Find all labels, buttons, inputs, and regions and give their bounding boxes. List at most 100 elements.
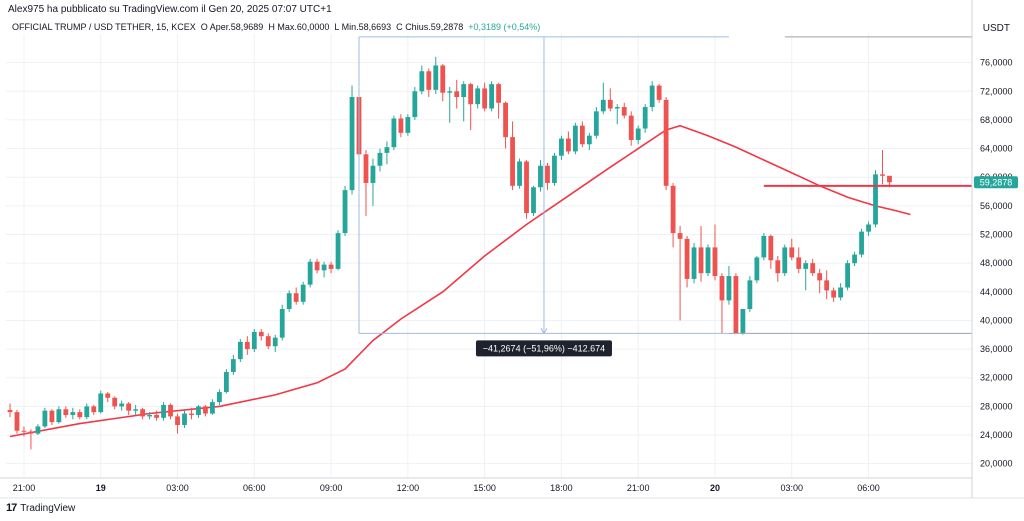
x-tick-label: 03:00 xyxy=(166,483,189,493)
candle-body xyxy=(419,71,425,92)
candle-body xyxy=(119,403,125,407)
candle-body xyxy=(426,71,432,90)
candle-body xyxy=(642,107,648,129)
open-label: O xyxy=(200,22,208,32)
high-value: Max.60,0000 xyxy=(277,22,330,32)
candle-body xyxy=(698,247,704,274)
candle-body xyxy=(244,341,250,350)
moving-average xyxy=(9,124,911,438)
candle-body xyxy=(321,264,327,271)
candle-body xyxy=(670,185,676,234)
x-tick-label: 06:00 xyxy=(243,483,266,493)
candle-body xyxy=(112,397,118,407)
low-value: Min.58,6693 xyxy=(341,22,392,32)
candle-body xyxy=(796,257,802,269)
x-tick-label: 19 xyxy=(96,483,106,493)
high-label: H xyxy=(268,22,275,32)
candle-body xyxy=(866,224,871,232)
y-tick-label: 48,0000 xyxy=(980,258,1013,268)
y-tick-label: 56,0000 xyxy=(980,201,1013,211)
candle-body xyxy=(677,233,683,239)
candle-body xyxy=(824,280,830,291)
y-tick-label: 40,0000 xyxy=(980,315,1013,325)
candle-body xyxy=(712,247,718,277)
last-price-badge xyxy=(974,176,1018,189)
candle-body xyxy=(35,426,41,434)
candle-body xyxy=(440,65,446,93)
candle-body xyxy=(237,341,243,360)
candle-body xyxy=(559,138,564,156)
candle-body xyxy=(810,263,816,274)
x-tick-label: 09:00 xyxy=(320,483,343,493)
candle-body xyxy=(363,154,369,183)
candle-body xyxy=(475,88,481,105)
candle-body xyxy=(761,235,767,258)
candle-body xyxy=(154,414,159,418)
candle-body xyxy=(314,261,320,271)
candle-body xyxy=(405,117,411,133)
candle-body xyxy=(300,284,306,302)
candle-body xyxy=(524,161,529,214)
candle-body xyxy=(593,111,599,136)
x-tick-label: 12:00 xyxy=(397,483,420,493)
x-tick-label: 21:00 xyxy=(13,483,36,493)
candle-body xyxy=(517,161,522,186)
candle-body xyxy=(56,409,62,423)
candle-body xyxy=(182,413,187,426)
candle-body xyxy=(377,152,383,166)
candle-body xyxy=(391,118,397,148)
candle-body xyxy=(621,107,627,116)
candle-body xyxy=(845,263,850,288)
symbol-name[interactable]: OFFICIAL TRUMP / USD TETHER, 15, KCEX xyxy=(12,22,196,32)
close-label: C xyxy=(396,22,403,32)
candle-body xyxy=(370,165,376,183)
symbol-legend: OFFICIAL TRUMP / USD TETHER, 15, KCEX O … xyxy=(12,22,540,32)
candle-body xyxy=(887,175,892,183)
candle-body xyxy=(133,409,139,411)
candle-body xyxy=(719,276,725,301)
candle-body xyxy=(91,406,97,413)
candle-body xyxy=(217,392,222,403)
candle-body xyxy=(510,137,515,186)
candle-body xyxy=(251,331,257,350)
candle-body xyxy=(852,254,857,264)
candle-body xyxy=(768,235,774,261)
candle-body xyxy=(586,135,592,145)
y-tick-label: 32,0000 xyxy=(980,373,1013,383)
candle-body xyxy=(384,147,390,153)
candle-body xyxy=(600,99,606,112)
change-value: +0,3189 (+0,54%) xyxy=(468,22,541,32)
candle-body xyxy=(468,84,474,105)
candle-body xyxy=(203,406,208,414)
ma-line xyxy=(9,124,911,438)
candle-body xyxy=(684,238,690,279)
candle-body xyxy=(42,410,48,427)
candle-body xyxy=(7,409,13,413)
y-tick-label: 24,0000 xyxy=(980,430,1013,440)
candle-body xyxy=(265,336,271,347)
low-label: L xyxy=(334,22,340,32)
candle-body xyxy=(14,412,20,431)
candle-body xyxy=(880,174,885,176)
x-tick-label: 18:00 xyxy=(550,483,573,493)
candle-body xyxy=(293,293,299,302)
candle-body xyxy=(726,276,732,301)
candle-body xyxy=(628,115,634,140)
candle-body xyxy=(496,84,501,103)
candle-body xyxy=(579,125,585,145)
candle-body xyxy=(733,276,739,334)
candle-body xyxy=(635,128,641,140)
candle-body xyxy=(349,97,355,191)
candle-body xyxy=(433,65,439,90)
y-tick-label: 64,0000 xyxy=(980,144,1013,154)
candle-body xyxy=(28,431,34,434)
candle-body xyxy=(307,261,313,285)
candle-body xyxy=(489,84,495,109)
candle-body xyxy=(873,174,878,225)
candle-body xyxy=(566,138,571,152)
candle-body xyxy=(482,88,488,109)
candle-body xyxy=(663,99,669,186)
measure-tool[interactable]: −41,2674 (−51,96%) −412.674 xyxy=(358,36,972,357)
x-tick-label: 20 xyxy=(710,483,720,493)
